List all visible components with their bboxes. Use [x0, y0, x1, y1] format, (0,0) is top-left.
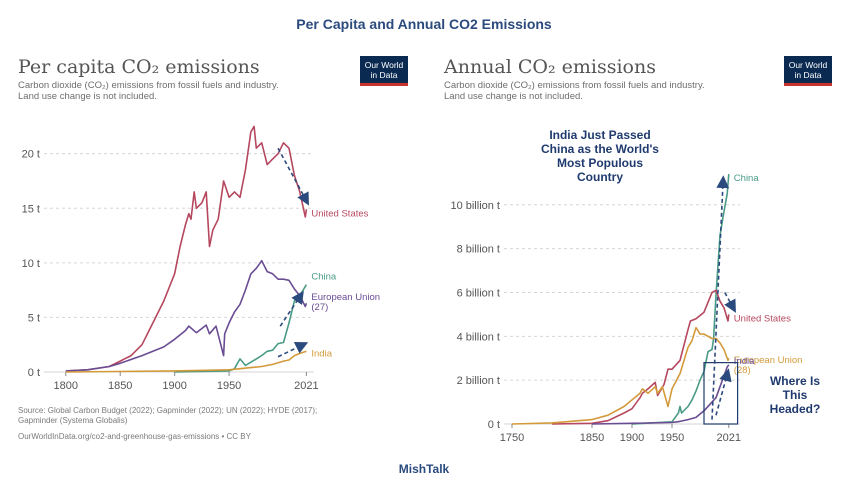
logo-line: Our World — [788, 60, 828, 70]
per-capita-chart: 0 t 5 t 10 t 15 t 20 t 1800 1850 1900 1950 2021 Un… — [22, 125, 380, 392]
logo-line: Our World — [364, 60, 404, 70]
y-tick-label: 6 billion t — [457, 287, 500, 299]
series-line-european-union-28- — [511, 326, 730, 425]
annotation-line: China as the World's — [541, 142, 659, 156]
series-line-india — [65, 350, 307, 373]
x-tick-label: 1950 — [660, 432, 684, 444]
footer-credit: MishTalk — [398, 462, 450, 476]
y-tick-label: 4 billion t — [457, 331, 500, 343]
trend-arrow — [715, 368, 732, 416]
y-tick-label: 15 t — [22, 203, 40, 215]
series-label: India — [734, 356, 755, 367]
annotation-line: Where Is — [769, 374, 820, 388]
subtitle-line: Land use change is not included. — [18, 91, 157, 102]
source-line: Gapminder (Systema Globalis) — [18, 416, 128, 425]
y-tick-label: 8 billion t — [457, 244, 500, 256]
chart-title: Per capita CO₂ emissions — [18, 56, 260, 78]
y-tick-label: 2 billion t — [457, 375, 500, 387]
subtitle-line: Carbon dioxide (CO₂) emissions from foss… — [444, 80, 705, 91]
per-capita-chart-panel: Per capita CO₂ emissions Carbon dioxide … — [4, 50, 418, 460]
annual-emissions-chart-panel: Annual CO₂ emissions Carbon dioxide (CO₂… — [430, 50, 844, 460]
annotation-india-population: India Just Passed China as the World's M… — [520, 128, 680, 184]
series-label: European Union — [311, 292, 380, 303]
annotation-line: Country — [577, 170, 623, 184]
series-line-united-states — [65, 125, 308, 372]
annotation-where-headed: Where Is This Headed? — [760, 374, 830, 416]
series-label: United States — [311, 208, 368, 219]
x-tick-label: 1900 — [620, 432, 644, 444]
trend-arrow — [711, 175, 730, 420]
series-line-european-union-27- — [65, 259, 308, 372]
series-label: China — [311, 272, 337, 283]
chart-subtitle: Carbon dioxide (CO₂) emissions from foss… — [444, 80, 764, 102]
our-world-in-data-logo: Our World in Data — [784, 56, 832, 86]
x-tick-label: 2021 — [294, 380, 318, 392]
y-tick-label: 5 t — [28, 312, 40, 324]
series-label: (27) — [311, 302, 328, 313]
subtitle-line: Carbon dioxide (CO₂) emissions from foss… — [18, 80, 279, 91]
trend-arrow — [724, 292, 736, 313]
y-tick-label: 0 t — [28, 367, 40, 379]
x-tick-label: 1850 — [580, 432, 604, 444]
chart-source-url[interactable]: OurWorldInData.org/co2-and-greenhouse-ga… — [18, 432, 251, 441]
subtitle-line: Land use change is not included. — [444, 91, 583, 102]
chart-subtitle: Carbon dioxide (CO₂) emissions from foss… — [18, 80, 338, 102]
annotation-line: Most Populous — [557, 156, 643, 170]
annotation-line: This — [782, 388, 808, 402]
series-label: United States — [734, 313, 791, 324]
series-label: China — [734, 173, 760, 184]
source-line: Source: Global Carbon Budget (2022); Gap… — [18, 406, 318, 415]
x-tick-label: 1800 — [54, 380, 78, 392]
series-label: India — [311, 348, 332, 359]
trend-arrow — [277, 342, 309, 358]
highlight-box — [703, 362, 739, 425]
series-line-united-states — [551, 289, 730, 425]
chart-source: Source: Global Carbon Budget (2022); Gap… — [18, 406, 398, 426]
logo-line: in Data — [370, 70, 398, 80]
y-tick-label: 0 t — [488, 419, 500, 431]
chart-title: Annual CO₂ emissions — [444, 56, 656, 78]
annotation-line: India Just Passed — [549, 128, 651, 142]
x-tick-label: 1950 — [217, 380, 241, 392]
annotation-line: Headed? — [769, 402, 821, 416]
trend-arrow — [279, 290, 304, 327]
x-tick-label: 2021 — [717, 432, 741, 444]
y-tick-label: 20 t — [22, 149, 40, 161]
series-line-china — [631, 174, 730, 425]
y-tick-label: 10 billion t — [450, 200, 500, 212]
x-tick-label: 1900 — [162, 380, 186, 392]
x-tick-label: 1850 — [108, 380, 132, 392]
page-title: Per Capita and Annual CO2 Emissions — [296, 16, 552, 32]
trend-arrow — [277, 147, 309, 206]
y-tick-label: 10 t — [22, 258, 40, 270]
x-tick-label: 1750 — [500, 432, 524, 444]
series-line-china — [174, 284, 308, 373]
series-line-india — [591, 364, 730, 425]
annual-emissions-chart: 0 t 2 billion t 4 billion t 6 billion t 8 bi… — [450, 173, 803, 444]
series-label: (28) — [734, 365, 751, 376]
series-label: European Union — [734, 355, 803, 366]
logo-line: in Data — [794, 70, 822, 80]
our-world-in-data-logo: Our World in Data — [360, 56, 408, 86]
